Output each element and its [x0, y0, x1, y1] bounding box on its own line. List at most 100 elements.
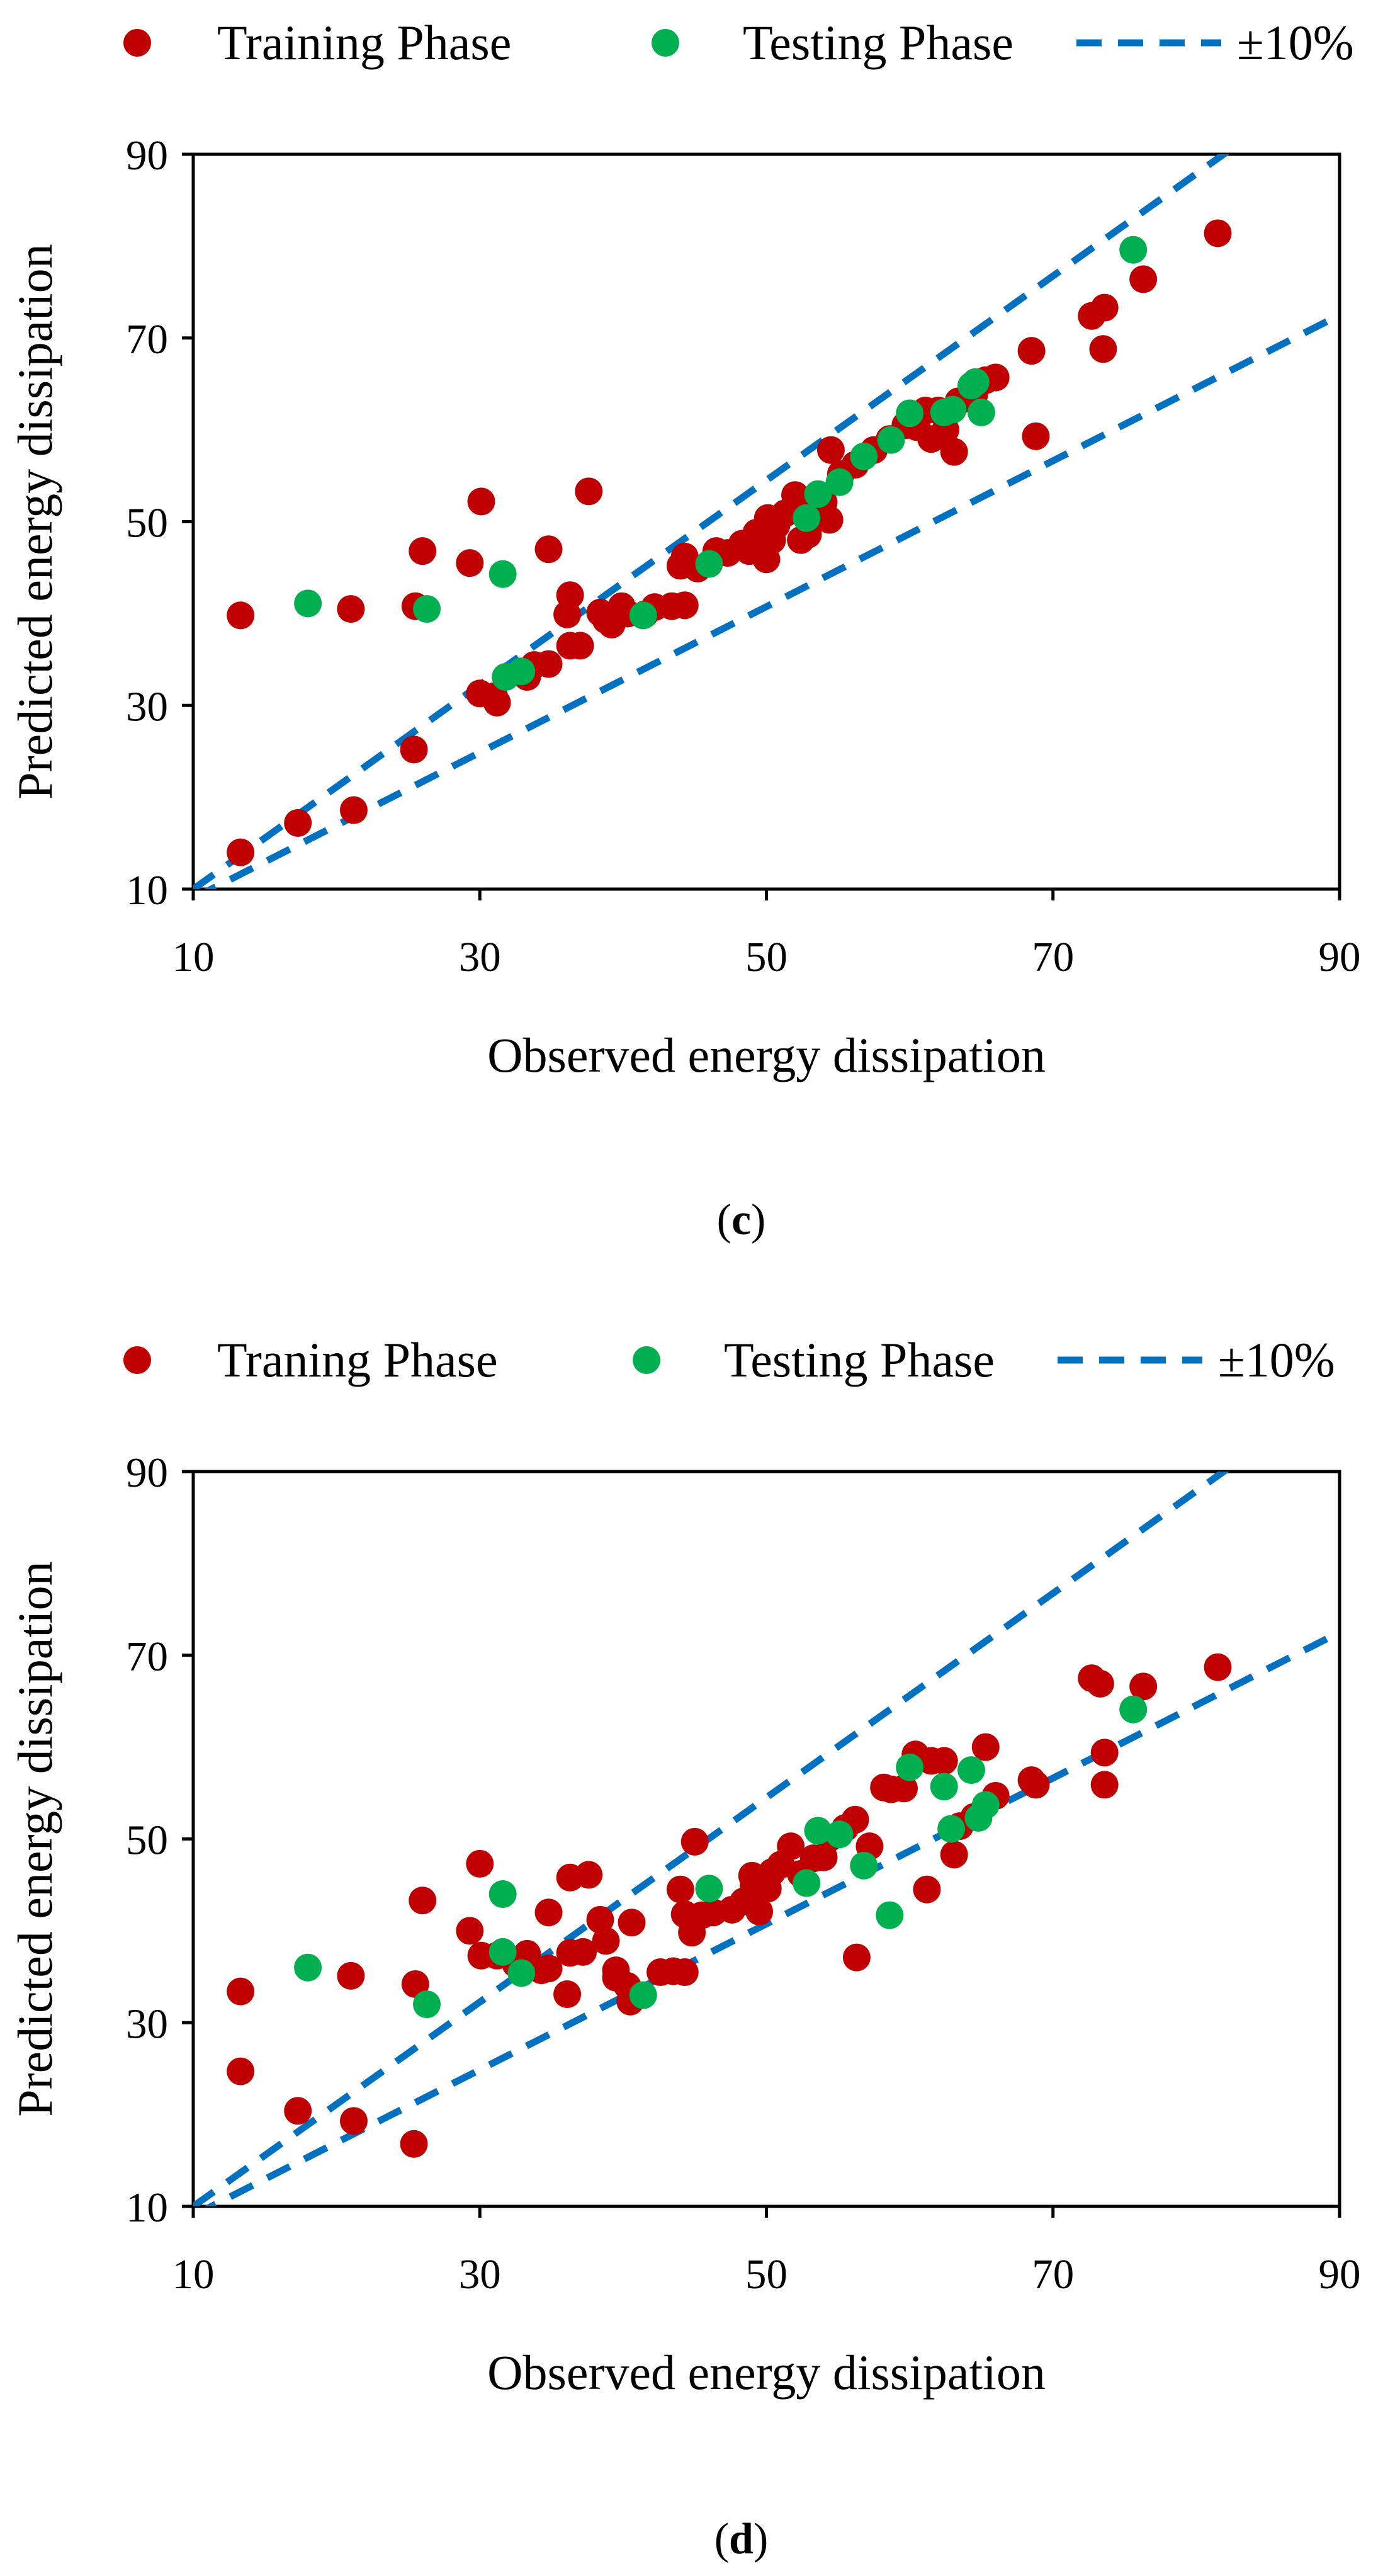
training-point: [890, 1774, 918, 1803]
training-point: [400, 735, 428, 764]
caption-open-paren: (: [717, 1196, 731, 1244]
training-point: [456, 549, 484, 577]
training-point: [339, 2107, 368, 2135]
testing-point: [850, 442, 878, 470]
training-point: [1022, 1771, 1050, 1799]
testing-point: [877, 426, 905, 454]
testing-point: [937, 1815, 966, 1843]
training-point: [680, 1827, 709, 1856]
testing-point: [825, 468, 854, 496]
x-tick-label: 50: [745, 934, 787, 980]
testing-point: [507, 1959, 536, 1987]
legend-marker-training: [123, 29, 151, 57]
testing-point: [629, 601, 657, 630]
caption-open-paren: (: [714, 2515, 729, 2563]
legend-label-testing: Testing Phase: [743, 15, 1013, 70]
training-point: [566, 632, 594, 660]
legend-label-training: Traning Phase: [217, 1332, 498, 1387]
reference-line-10pct: [193, 154, 1230, 889]
caption-letter: d: [729, 2515, 754, 2563]
training-point: [940, 1841, 968, 1869]
legend: Training Phase Testing Phase ±10%: [123, 15, 1354, 70]
legend-marker-testing: [652, 29, 679, 57]
training-point: [575, 1861, 603, 1889]
y-tick-label: 30: [126, 2000, 168, 2047]
chart-panel-d: 10 30 50 70 90 10 30 50 70 90 Observed energy diss…: [8, 1332, 1361, 2563]
testing-point: [961, 368, 990, 396]
training-point: [409, 537, 437, 565]
testing-point: [804, 1817, 832, 1845]
training-point: [971, 1733, 1000, 1761]
training-point: [842, 1943, 871, 1972]
testing-point: [1119, 235, 1148, 264]
training-point: [400, 2130, 428, 2158]
reference-line-10pct: [203, 1629, 1340, 2206]
testing-point: [488, 560, 517, 588]
testing-point: [939, 395, 967, 424]
x-tick-label: 90: [1319, 2251, 1361, 2298]
testing-point: [695, 1875, 723, 1903]
testing-point: [930, 1773, 958, 1801]
y-tick-label: 70: [126, 1633, 168, 1680]
training-point: [456, 1917, 484, 1945]
plot-frame: [191, 1470, 1341, 2208]
training-point: [1090, 1739, 1119, 1767]
data-layer: [193, 154, 1340, 889]
training-point: [930, 1747, 958, 1775]
training-point: [1086, 1669, 1114, 1698]
testing-point: [488, 1938, 517, 1966]
training-point: [337, 595, 365, 623]
x-axis-title: Observed energy dissipation: [487, 1028, 1046, 1082]
y-tick-label: 90: [126, 132, 168, 179]
testing-point: [793, 1869, 821, 1897]
training-point: [745, 1897, 774, 1926]
training-point: [284, 809, 312, 837]
testing-point: [507, 657, 536, 686]
testing-point: [488, 1880, 517, 1909]
training-point: [940, 438, 968, 466]
x-tick-label: 70: [1032, 934, 1074, 980]
training-point: [339, 796, 368, 824]
caption-letter: c: [731, 1196, 751, 1244]
x-tick-label: 70: [1032, 2251, 1074, 2298]
training-point: [1090, 1771, 1119, 1799]
y-tick-label: 70: [126, 316, 168, 363]
x-tick-label: 10: [172, 2251, 215, 2298]
training-point: [781, 481, 810, 509]
training-point: [337, 1961, 365, 1990]
y-tick-label: 10: [126, 2184, 168, 2231]
training-point: [401, 1970, 429, 1998]
training-point: [1129, 1672, 1158, 1701]
training-point: [1089, 335, 1117, 363]
legend-marker-testing: [633, 1346, 660, 1374]
testing-point: [294, 1953, 322, 1982]
caption-close-paren: ): [751, 1196, 765, 1244]
x-tick-label: 10: [172, 934, 215, 980]
chart-panel-c: 10 30 50 70 90 10 30 50 70 90 Observed energy diss…: [8, 15, 1361, 1244]
training-point: [227, 2057, 255, 2085]
testing-point: [957, 1756, 986, 1784]
testing-point: [793, 504, 821, 532]
training-point: [284, 2097, 312, 2125]
reference-line-10pct: [203, 312, 1340, 889]
legend-label-training: Training Phase: [217, 15, 511, 70]
caption-close-paren: ): [754, 2515, 768, 2563]
testing-point: [695, 550, 723, 578]
testing-point: [413, 595, 441, 623]
x-tick-label: 90: [1319, 934, 1361, 980]
legend-label-testing: Testing Phase: [724, 1332, 995, 1387]
training-point: [575, 477, 603, 506]
y-tick-label: 90: [126, 1450, 168, 1496]
training-point: [556, 581, 584, 610]
training-point: [1204, 1653, 1232, 1681]
testing-point: [876, 1901, 904, 1929]
x-axis-title: Observed energy dissipation: [487, 2345, 1046, 2400]
legend-label-ref-line: ±10%: [1218, 1332, 1335, 1387]
panel-caption: (d): [714, 2515, 769, 2563]
training-point: [670, 1958, 699, 1987]
training-point: [534, 1955, 563, 1983]
x-tick-label: 30: [459, 934, 501, 980]
training-point: [569, 1938, 597, 1966]
testing-point: [413, 1990, 441, 2019]
